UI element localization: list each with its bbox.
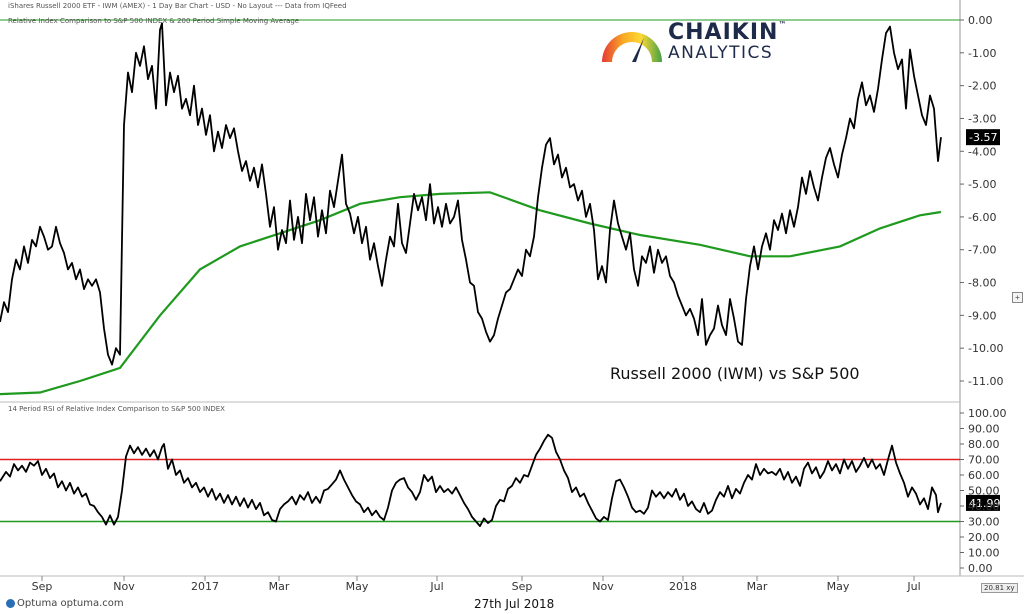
- x-tick-label: Sep: [512, 580, 533, 593]
- y-tick-label-lower: 100.00: [968, 407, 1007, 420]
- x-tick-label: Nov: [113, 580, 135, 593]
- y-tick-label-lower: 70.00: [968, 454, 1000, 467]
- footer-date: 27th Jul 2018: [474, 597, 555, 611]
- logo-line2: ANALYTICS: [668, 43, 774, 63]
- last-value-label-upper: -3.57: [969, 131, 997, 144]
- x-tick-label: Mar: [747, 580, 768, 593]
- y-tick-label-upper: -5.00: [968, 178, 996, 191]
- y-tick-label-upper: -6.00: [968, 211, 996, 224]
- sma-200-line: [0, 191, 942, 396]
- optuma-logo-icon: [6, 598, 15, 608]
- x-tick-label: 2017: [191, 580, 219, 593]
- last-value-tag-lower: [966, 494, 1000, 511]
- y-tick-label-lower: 50.00: [968, 485, 1000, 498]
- x-tick-label: May: [827, 580, 850, 593]
- y-tick-label-lower: 60.00: [968, 469, 1000, 482]
- y-tick-label-upper: -8.00: [968, 277, 996, 290]
- y-tick-label-lower: 80.00: [968, 438, 1000, 451]
- x-tick-label: Jul: [429, 580, 443, 593]
- y-tick-label-lower: 10.00: [968, 547, 1000, 560]
- chaikin-logo-icon: [602, 32, 662, 62]
- last-value-label-lower: 41.99: [969, 497, 1001, 510]
- x-tick-label: May: [346, 580, 369, 593]
- y-tick-label-upper: -3.00: [968, 112, 996, 125]
- expand-button[interactable]: +: [1012, 292, 1023, 303]
- y-tick-label-upper: 0.00: [968, 14, 993, 27]
- y-tick-label-upper: -9.00: [968, 309, 996, 322]
- y-tick-label-lower: 30.00: [968, 516, 1000, 529]
- y-tick-label-upper: -4.00: [968, 145, 996, 158]
- x-tick-label: Mar: [269, 580, 290, 593]
- y-tick-label-lower: 40.00: [968, 500, 1000, 513]
- y-tick-label-upper: -1.00: [968, 47, 996, 60]
- y-tick-label-upper: -2.00: [968, 80, 996, 93]
- y-tick-label-upper: -11.00: [968, 375, 1003, 388]
- x-tick-label: Sep: [32, 580, 53, 593]
- y-tick-label-lower: 0.00: [968, 562, 993, 575]
- lower-panel-label: 14 Period RSI of Relative Index Comparis…: [8, 405, 225, 413]
- y-tick-label-upper: -7.00: [968, 244, 996, 257]
- zoom-indicator[interactable]: 20.81 xy: [981, 583, 1018, 593]
- x-tick-label: Jul: [906, 580, 920, 593]
- chart-annotation: Russell 2000 (IWM) vs S&P 500: [610, 364, 860, 383]
- x-tick-label: Nov: [592, 580, 614, 593]
- y-tick-label-lower: 20.00: [968, 531, 1000, 544]
- y-tick-label-upper: -10.00: [968, 342, 1003, 355]
- x-tick-label: 2018: [669, 580, 697, 593]
- upper-panel-label: Relative Index Comparison to S&P 500 IND…: [8, 17, 300, 25]
- last-value-tag-upper: [966, 129, 1000, 146]
- relative-index-line: [0, 22, 942, 366]
- footer-brand: Optuma optuma.com: [6, 598, 124, 609]
- logo-line1: CHAIKIN™: [668, 20, 788, 45]
- y-tick-label-lower: 90.00: [968, 423, 1000, 436]
- chart-title: iShares Russell 2000 ETF - IWM (AMEX) - …: [8, 2, 347, 10]
- rsi-line: [0, 433, 942, 527]
